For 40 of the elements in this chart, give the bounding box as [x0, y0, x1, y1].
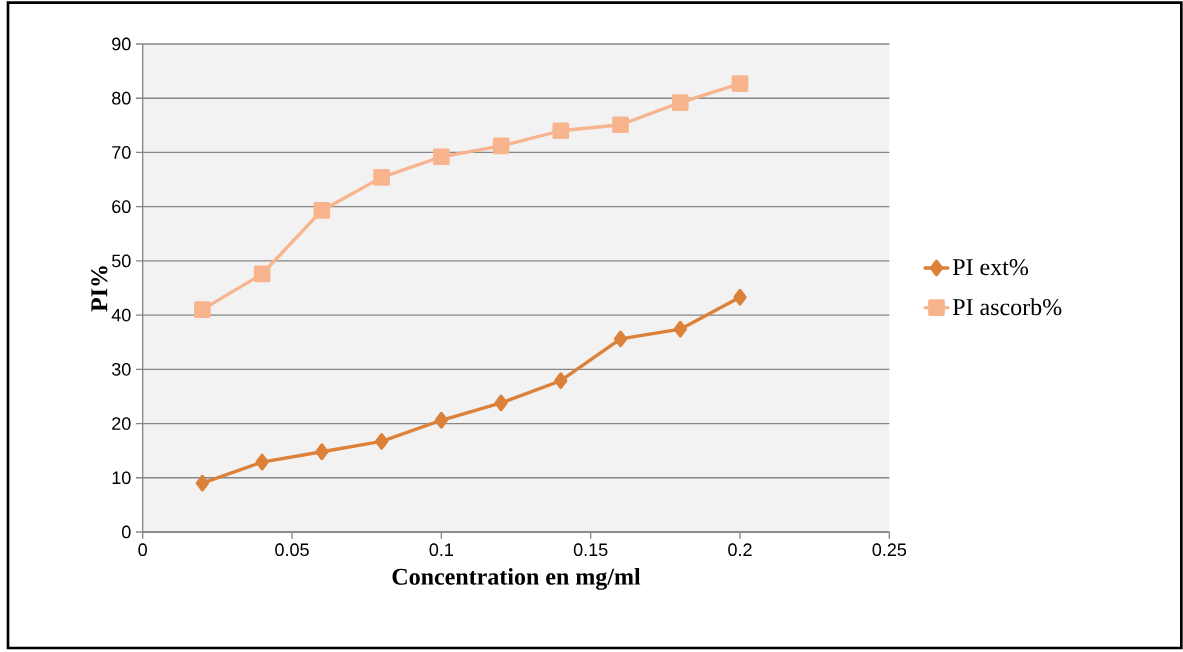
- x-tick-label: 0.05: [275, 543, 309, 557]
- point: [313, 202, 331, 219]
- point: [554, 372, 568, 390]
- point: [255, 453, 269, 471]
- y-tick-label: 50: [111, 254, 131, 268]
- x-tick-label: 0.15: [573, 543, 608, 557]
- x-tick-label: 0.1: [429, 543, 453, 557]
- x-tick-label: 0.2: [728, 543, 752, 557]
- y-tick-label: 20: [112, 417, 131, 430]
- point: [733, 288, 747, 306]
- point: [613, 330, 628, 348]
- point: [373, 169, 390, 186]
- y-axis-title: PI%: [91, 266, 108, 312]
- y-tick-label: 30: [111, 362, 131, 376]
- point: [494, 394, 508, 412]
- x-axis-title: Concentration en mg/ml: [392, 567, 641, 590]
- point: [673, 320, 687, 338]
- y-tick-label: 60: [112, 200, 131, 214]
- y-tick-label: 40: [111, 308, 131, 322]
- y-tick-label: 90: [112, 37, 131, 51]
- y-tick-label: 0: [121, 525, 131, 539]
- legend-label: PI ascorb%: [952, 298, 1062, 316]
- x-tick-label: 0.25: [872, 543, 907, 557]
- point: [731, 75, 749, 92]
- point: [671, 94, 689, 111]
- point: [315, 443, 329, 461]
- point: [612, 116, 629, 134]
- point: [195, 474, 210, 492]
- legend-label: PI ext%: [952, 259, 1029, 276]
- point: [433, 148, 450, 166]
- y-tick-label: 80: [112, 91, 131, 105]
- point: [492, 137, 510, 155]
- point: [194, 301, 211, 319]
- point: [434, 411, 449, 429]
- point: [253, 265, 271, 283]
- x-tick-label: 0: [138, 543, 147, 557]
- point: [374, 433, 389, 450]
- y-tick-label: 70: [112, 146, 131, 159]
- point: [552, 122, 570, 140]
- y-tick-label: 10: [112, 471, 131, 485]
